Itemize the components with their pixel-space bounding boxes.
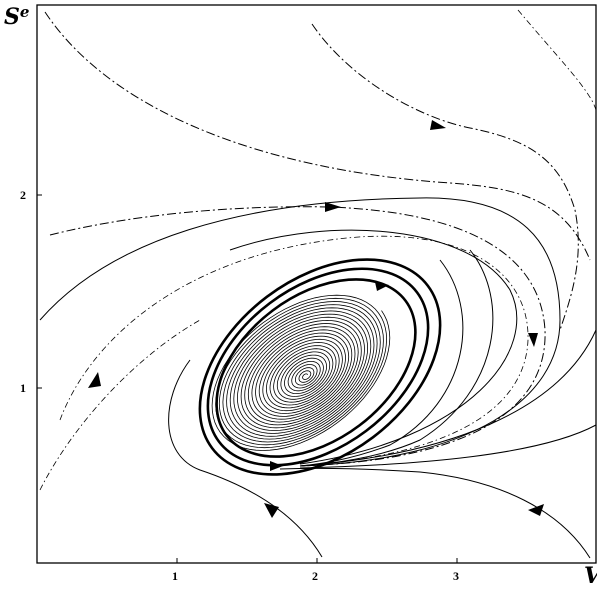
tick-marks <box>37 194 458 563</box>
trajectory-left-upper <box>39 197 561 467</box>
x-tick-label-3: 3 <box>453 569 459 583</box>
spiral-focus <box>211 294 391 451</box>
trajectory-left-bottom <box>39 319 201 491</box>
trajectory-right-1 <box>299 329 597 467</box>
trajectory-top-left <box>44 11 591 261</box>
spiral-path <box>211 294 391 451</box>
trajectory-bottom-right <box>279 467 591 559</box>
arrow-right-down <box>528 333 538 347</box>
arrow-bottom-right <box>528 504 544 516</box>
trajectory-left-lower <box>59 235 529 467</box>
arrow-left-up <box>88 372 101 388</box>
trajectory-left-mid <box>49 206 546 467</box>
plot-frame <box>36 4 597 564</box>
y-axis-label: Se <box>4 3 29 30</box>
trajectory-inner-upper <box>229 229 518 465</box>
trajectory-top-middle <box>311 23 579 331</box>
direction-arrows <box>88 120 544 518</box>
trajectory-inner-right-2 <box>299 259 464 467</box>
arrow-bottom-left <box>264 503 279 518</box>
arrow-upper-mid <box>325 202 341 212</box>
x-axis-label: V <box>584 563 597 589</box>
trajectory-right-2 <box>299 424 597 469</box>
y-tick-label-1: 1 <box>20 381 26 395</box>
x-tick-label-1: 1 <box>172 569 178 583</box>
limit-cycle <box>198 258 442 476</box>
y-tick-label-2: 2 <box>20 188 26 202</box>
arrow-limit-top <box>375 282 389 291</box>
trajectory-top-right <box>517 9 597 111</box>
x-tick-label-2: 2 <box>312 569 318 583</box>
arrow-top <box>430 120 446 130</box>
arrow-inner-bottom <box>270 461 283 471</box>
trajectory-bottom-left <box>168 359 323 558</box>
